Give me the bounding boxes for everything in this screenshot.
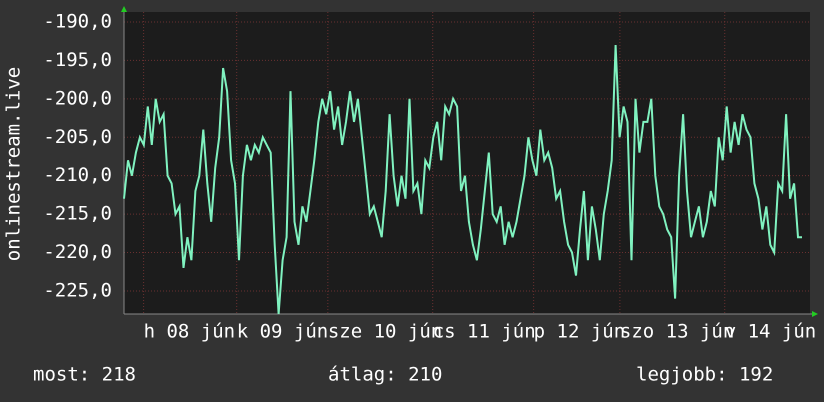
axis-arrow (812, 311, 818, 317)
data-line (123, 44, 802, 315)
y-tick-label: -205,0 (43, 126, 112, 148)
x-tick-label: k 09 jún (237, 321, 329, 343)
stat: most: 218 (33, 364, 136, 386)
y-tick-label: -190,0 (43, 10, 112, 32)
stat: legjobb: 192 (636, 364, 773, 386)
x-tick-label: szo 13 jún (620, 321, 734, 343)
plot-area (124, 12, 810, 314)
y-tick-label: -220,0 (43, 241, 112, 263)
x-tick-label: sze 10 jún (328, 321, 442, 343)
x-tick-label: cs 11 jún (433, 321, 536, 343)
stat: átlag: 210 (328, 364, 442, 386)
x-tick-label: p 12 jún (534, 321, 626, 343)
y-tick-label: -200,0 (43, 87, 112, 109)
x-tick-label: v 14 jún (725, 321, 817, 343)
x-tick-label: h 08 jún (144, 321, 236, 343)
y-tick-label: -215,0 (43, 203, 112, 225)
y-tick-label: -195,0 (43, 49, 112, 71)
y-tick-label: -210,0 (43, 164, 112, 186)
axis-arrow (121, 6, 127, 12)
y-tick-label: -225,0 (43, 279, 112, 301)
y-axis-label: onlinestream.live (3, 67, 25, 261)
